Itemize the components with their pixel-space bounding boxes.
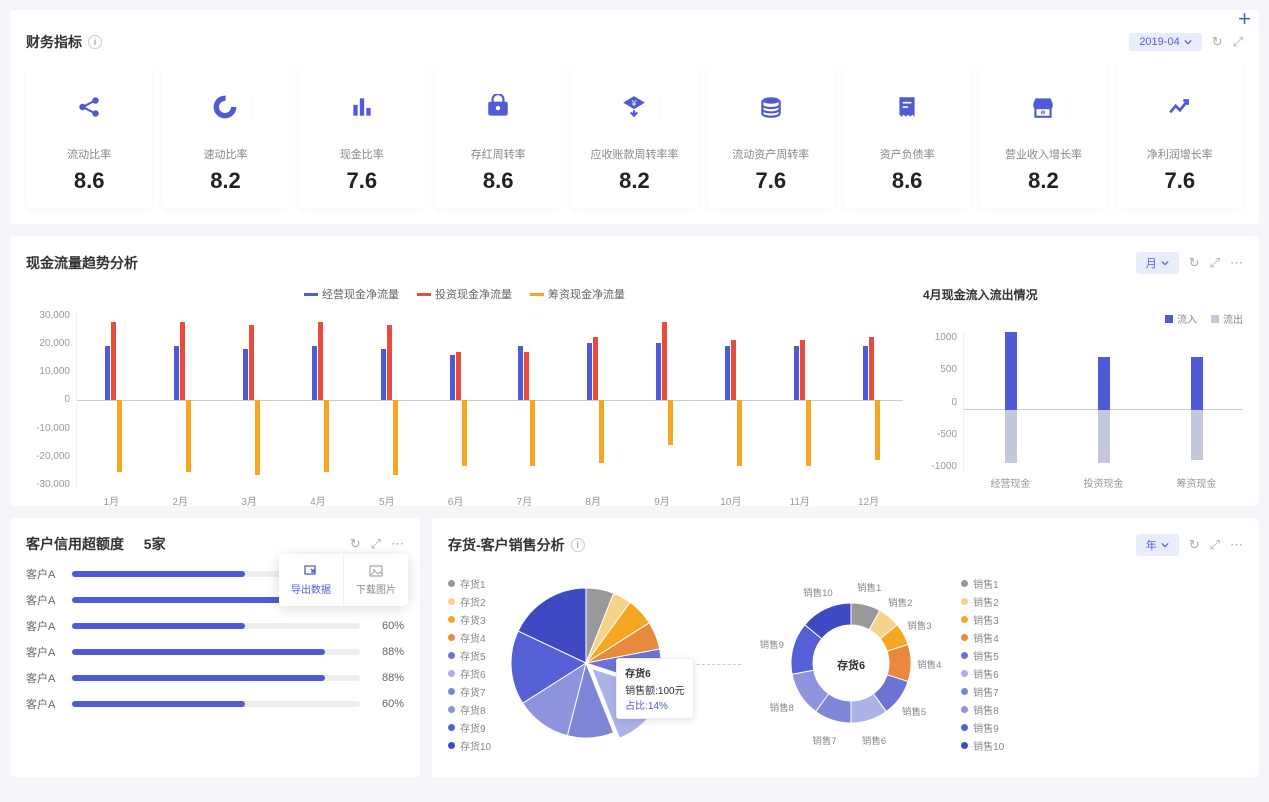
receipt-icon <box>881 78 933 136</box>
kpi-card: + 财务指标 i 2019-04 ↻ ⤢ 流动比率 8.6 速动比率 8.2 现… <box>10 10 1259 224</box>
more-icon[interactable]: ⋯ <box>1230 255 1243 271</box>
kpi-tile-7[interactable]: $ 营业收入增长率 8.2 <box>980 64 1106 208</box>
kpi-tile-1[interactable]: 速动比率 8.2 <box>162 64 288 208</box>
inventory-legend: 存货1存货2存货3存货4存货5存货6存货7存货8存货9存货10 <box>448 573 491 756</box>
credit-row: 客户A 88% <box>26 670 404 686</box>
share-icon <box>63 78 115 136</box>
shop-icon: $ <box>1017 78 1069 136</box>
more-icon[interactable]: ⋯ <box>1230 537 1243 553</box>
kpi-tile-3[interactable]: 存红周转率 8.6 <box>435 64 561 208</box>
credit-row: 客户A 88% <box>26 644 404 660</box>
credit-row: 客户A 60% <box>26 618 404 634</box>
cashflow-mini-card: 4月现金流入流出情况 流入流出 10005000-500-1000 经营现金投资… <box>923 286 1243 490</box>
refresh-icon[interactable]: ↻ <box>1189 537 1200 553</box>
pie-tooltip: 存货6 销售额:100元 占比:14% <box>616 658 693 719</box>
svg-text:$: $ <box>1042 111 1045 117</box>
expand-icon[interactable]: ⤢ <box>1210 537 1220 553</box>
credit-row: 客户A 60% <box>26 696 404 712</box>
cashflow-card: 现金流量趋势分析 月 ↻ ⤢ ⋯ 经营现金净流量投资现金净流量筹资现金净流量 3… <box>10 236 1259 506</box>
safe-icon <box>472 78 524 136</box>
sales-title: 存货-客户销售分析 i <box>448 535 585 555</box>
kpi-title: 财务指标 i <box>26 32 102 52</box>
credit-title: 客户信用超额度 5家 <box>26 534 166 554</box>
bar-group <box>146 310 215 490</box>
bar-group <box>283 310 352 490</box>
cashflow-chart: 30,00020,00010,0000-10,000-20,000-30,000… <box>26 310 903 490</box>
kpi-tile-8[interactable]: 净利润增长率 7.6 <box>1117 64 1243 208</box>
refresh-icon[interactable]: ↻ <box>350 536 361 552</box>
kpi-tile-5[interactable]: 流动资产周转率 7.6 <box>708 64 834 208</box>
bar-group <box>765 310 834 490</box>
sales-card: 存货-客户销售分析 i 年 ↻ ⤢ ⋯ 存货1存货2存货3存货4存货5存货6存货… <box>432 518 1259 777</box>
expand-icon[interactable]: ⤢ <box>1210 255 1220 271</box>
more-icon[interactable]: ⋯ <box>391 536 404 552</box>
download-image-button[interactable]: 下载图片 <box>344 554 408 606</box>
credit-card: 客户信用超额度 5家 ↻ ⤢ ⋯ 导出数据 下载图片 客户A 60% 客户 <box>10 518 420 777</box>
date-selector[interactable]: 2019-04 <box>1129 33 1201 51</box>
coins-icon <box>745 78 797 136</box>
bar-group <box>352 310 421 490</box>
svg-text:¥: ¥ <box>631 98 637 108</box>
export-popover: 导出数据 下载图片 <box>279 554 408 606</box>
bars-icon <box>336 78 388 136</box>
bar-group <box>215 310 284 490</box>
expand-icon[interactable]: ⤢ <box>371 536 381 552</box>
bar-group <box>559 310 628 490</box>
yenDown-icon: ¥ <box>608 78 660 136</box>
kpi-tile-0[interactable]: 流动比率 8.6 <box>26 64 152 208</box>
bar-group <box>490 310 559 490</box>
bar-group <box>696 310 765 490</box>
period-selector[interactable]: 月 <box>1136 252 1179 274</box>
expand-icon[interactable]: ⤢ <box>1233 34 1243 50</box>
kpi-tile-2[interactable]: 现金比率 7.6 <box>299 64 425 208</box>
kpi-tile-6[interactable]: 资产负债率 8.6 <box>844 64 970 208</box>
bar-group <box>834 310 903 490</box>
trend-icon <box>1154 78 1206 136</box>
donut-icon <box>199 78 251 136</box>
inventory-pie: 存货6 销售额:100元 占比:14% <box>501 578 671 751</box>
bar-group <box>77 310 146 490</box>
refresh-icon[interactable]: ↻ <box>1189 255 1200 271</box>
kpi-tile-4[interactable]: ¥ 应收账款周转率率 8.2 <box>571 64 697 208</box>
cashflow-title: 现金流量趋势分析 <box>26 253 138 273</box>
export-data-button[interactable]: 导出数据 <box>279 554 344 606</box>
bar-group <box>421 310 490 490</box>
add-widget-button[interactable]: + <box>1238 6 1251 32</box>
period-selector[interactable]: 年 <box>1136 534 1179 556</box>
info-icon[interactable]: i <box>88 35 102 49</box>
refresh-icon[interactable]: ↻ <box>1212 34 1223 50</box>
bar-group <box>628 310 697 490</box>
sales-legend: 销售1销售2销售3销售4销售5销售6销售7销售8销售9销售10 <box>961 573 1004 756</box>
sales-donut: 存货6 销售1销售2销售3销售4销售5销售6销售7销售8销售9销售10 <box>751 568 951 761</box>
info-icon[interactable]: i <box>571 538 585 552</box>
